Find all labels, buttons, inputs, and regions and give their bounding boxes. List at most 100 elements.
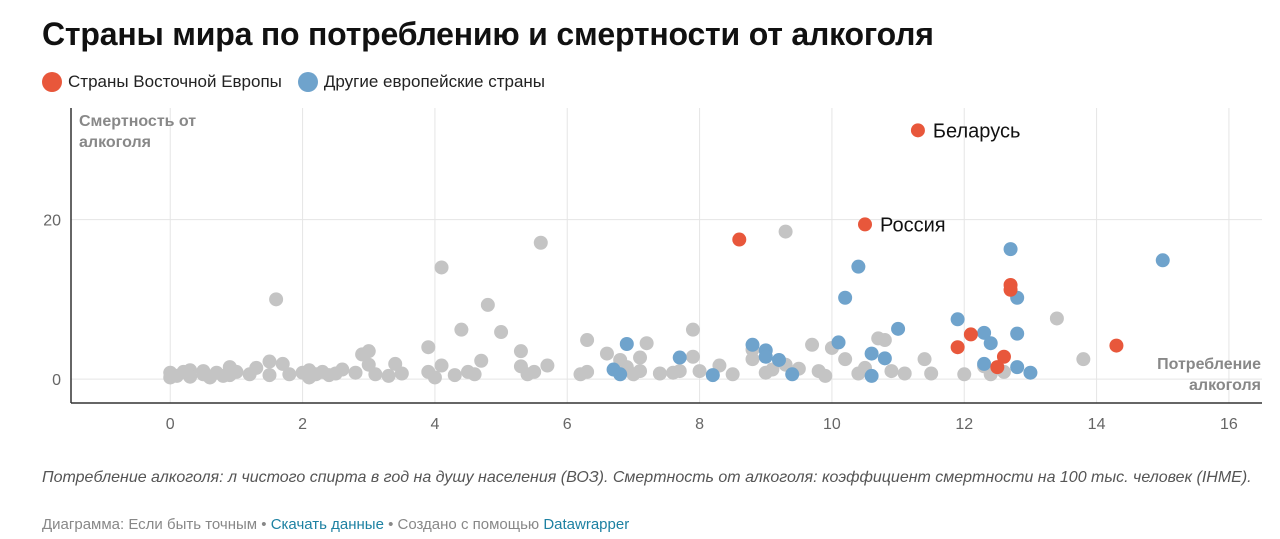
byline-separator: • <box>388 516 398 533</box>
data-point[interactable] <box>421 340 436 355</box>
data-point[interactable] <box>785 367 800 382</box>
data-point[interactable] <box>474 353 489 368</box>
data-point[interactable] <box>1003 282 1018 297</box>
x-axis-title-line1: Потребление <box>1157 356 1261 373</box>
data-point[interactable] <box>368 367 383 382</box>
data-point[interactable] <box>771 352 786 367</box>
data-point[interactable] <box>963 327 978 342</box>
data-point[interactable] <box>269 292 284 307</box>
data-point[interactable] <box>262 368 277 383</box>
data-point[interactable] <box>924 366 939 381</box>
byline-created-with: Создано с помощью <box>397 516 540 533</box>
data-point[interactable] <box>183 369 198 384</box>
data-point[interactable] <box>758 349 773 364</box>
data-point[interactable] <box>1076 352 1091 367</box>
data-point[interactable] <box>513 344 528 359</box>
data-point[interactable] <box>950 312 965 327</box>
data-point[interactable] <box>672 364 687 379</box>
data-point[interactable] <box>262 354 277 369</box>
data-point[interactable] <box>1010 360 1025 375</box>
data-point[interactable] <box>454 322 469 337</box>
data-point[interactable] <box>275 356 290 371</box>
data-point[interactable] <box>950 340 965 355</box>
data-point[interactable] <box>1049 311 1064 326</box>
data-point[interactable] <box>335 362 350 377</box>
data-point[interactable] <box>957 367 972 382</box>
data-point[interactable] <box>427 370 442 385</box>
legend: Страны Восточной Европы Другие европейск… <box>42 72 545 92</box>
data-point[interactable] <box>580 364 595 379</box>
data-point[interactable] <box>613 367 628 382</box>
data-point[interactable] <box>897 366 912 381</box>
download-data-link[interactable]: Скачать данные <box>270 516 384 533</box>
byline-separator: • <box>261 516 271 533</box>
data-point[interactable] <box>533 235 548 250</box>
data-point[interactable] <box>685 322 700 337</box>
data-point[interactable] <box>877 333 892 348</box>
annotation-label: Беларусь <box>933 120 1020 142</box>
data-point[interactable] <box>1010 326 1025 341</box>
data-point[interactable] <box>745 337 760 352</box>
data-point[interactable] <box>249 360 264 375</box>
legend-dot-other <box>297 72 318 92</box>
data-point[interactable] <box>434 358 449 373</box>
data-point[interactable] <box>672 350 687 365</box>
x-axis-title-line2: алкоголя <box>1189 377 1261 394</box>
data-point[interactable] <box>540 358 555 373</box>
data-point[interactable] <box>838 290 853 305</box>
data-point[interactable] <box>447 368 462 383</box>
data-point[interactable] <box>685 349 700 364</box>
data-point[interactable] <box>1003 242 1018 257</box>
data-point[interactable] <box>990 360 1005 375</box>
data-point[interactable] <box>983 336 998 351</box>
data-point[interactable] <box>229 364 244 379</box>
data-point[interactable] <box>348 365 363 380</box>
data-point[interactable] <box>1109 338 1124 353</box>
data-point[interactable] <box>480 297 495 312</box>
data-point[interactable] <box>851 259 866 274</box>
data-point[interactable] <box>381 368 396 383</box>
data-point[interactable] <box>818 368 833 383</box>
data-point[interactable] <box>877 351 892 366</box>
data-point[interactable] <box>1155 253 1170 268</box>
data-point[interactable] <box>599 346 614 361</box>
data-point[interactable] <box>639 336 654 351</box>
data-point[interactable] <box>831 335 846 350</box>
data-point[interactable] <box>1023 365 1038 380</box>
data-point[interactable] <box>467 367 482 382</box>
data-point[interactable] <box>705 368 720 383</box>
data-point[interactable] <box>864 368 879 383</box>
data-point[interactable] <box>910 123 925 138</box>
data-point[interactable] <box>891 321 906 336</box>
data-point[interactable] <box>745 352 760 367</box>
data-point[interactable] <box>527 364 542 379</box>
data-point[interactable] <box>633 364 648 379</box>
byline: Диаграмма: Если быть точным • Скачать да… <box>42 516 629 533</box>
data-point[interactable] <box>361 344 376 359</box>
data-point[interactable] <box>580 333 595 348</box>
data-point[interactable] <box>917 352 932 367</box>
data-point[interactable] <box>652 366 667 381</box>
data-point[interactable] <box>619 337 634 351</box>
data-point[interactable] <box>838 352 853 367</box>
data-point[interactable] <box>633 350 648 365</box>
datawrapper-link[interactable]: Datawrapper <box>543 516 630 533</box>
data-point[interactable] <box>692 364 707 379</box>
data-point[interactable] <box>732 232 747 247</box>
data-point[interactable] <box>778 224 793 239</box>
data-point[interactable] <box>805 337 820 352</box>
data-point[interactable] <box>977 356 992 371</box>
data-point[interactable] <box>725 367 740 382</box>
data-point[interactable] <box>858 217 872 232</box>
x-tick-label: 10 <box>823 416 841 433</box>
data-point[interactable] <box>394 366 409 381</box>
data-point[interactable] <box>884 364 899 379</box>
data-point[interactable] <box>282 367 297 382</box>
data-point[interactable] <box>996 349 1011 364</box>
data-point[interactable] <box>977 325 992 340</box>
data-point[interactable] <box>434 260 449 275</box>
data-point[interactable] <box>864 346 879 361</box>
x-tick-label: 4 <box>430 416 439 433</box>
data-point[interactable] <box>494 325 509 340</box>
y-axis-title-line2: алкоголя <box>79 134 151 151</box>
